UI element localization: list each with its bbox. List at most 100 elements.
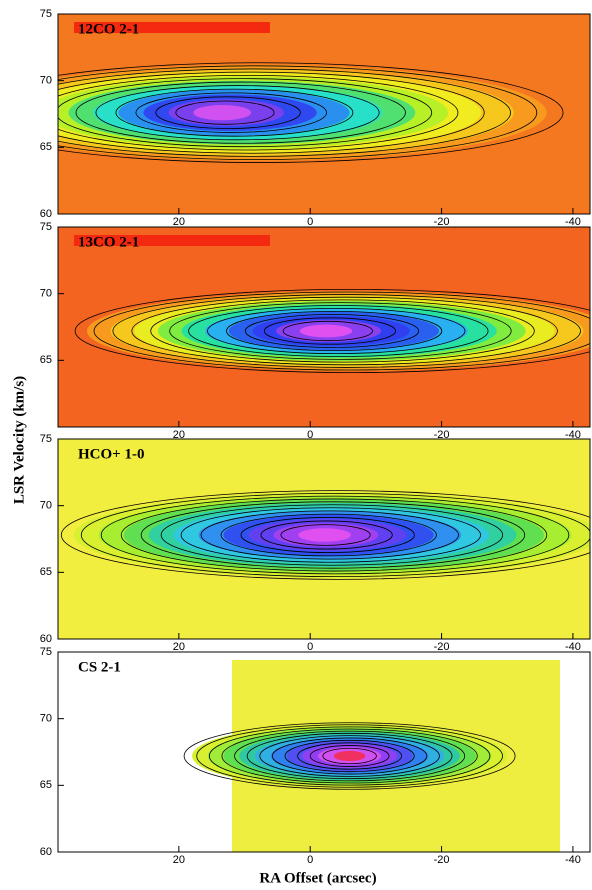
- panel: [58, 14, 590, 214]
- y-tick-label: 75: [40, 221, 52, 233]
- y-tick-label: 75: [40, 646, 52, 658]
- x-tick-label: -20: [434, 429, 450, 441]
- contour: [60, 490, 590, 580]
- contour: [75, 81, 406, 144]
- contour: [155, 96, 301, 129]
- y-tick-label: 60: [40, 846, 52, 858]
- contour: [309, 745, 390, 767]
- y-tick-label: 65: [40, 566, 52, 578]
- x-tick-label: -20: [434, 216, 450, 228]
- emission-region: [299, 324, 353, 338]
- x-tick-label: 0: [307, 429, 313, 441]
- contour: [200, 510, 459, 560]
- contour: [260, 520, 393, 550]
- contour: [120, 498, 548, 572]
- y-tick-label: 65: [40, 354, 52, 366]
- y-tick-label: 65: [40, 141, 52, 153]
- emission-region: [333, 750, 366, 762]
- x-tick-label: -40: [565, 429, 581, 441]
- y-tick-label: 70: [40, 288, 52, 300]
- contour: [282, 320, 373, 342]
- contour: [183, 722, 516, 790]
- contour: [58, 62, 564, 163]
- contour: [244, 314, 420, 348]
- contour: [160, 504, 504, 566]
- y-axis-label: LSR Velocity (km/s): [11, 376, 27, 504]
- panel-title: 13CO 2-1: [78, 234, 139, 250]
- contour: [180, 507, 481, 563]
- emission-region: [298, 528, 351, 542]
- contour: [188, 305, 489, 357]
- x-axis-label: RA Offset (arcsec): [259, 870, 376, 886]
- x-tick-label: 20: [173, 854, 185, 866]
- x-tick-label: 0: [307, 216, 313, 228]
- contour: [131, 296, 558, 366]
- panel-frame: [57, 226, 591, 428]
- contour: [58, 78, 433, 148]
- contour: [58, 65, 538, 160]
- label-bar: [74, 22, 270, 33]
- y-tick-label: 60: [40, 633, 52, 645]
- x-tick-label: -40: [565, 216, 581, 228]
- contour: [58, 74, 459, 151]
- panel-title: 12CO 2-1: [78, 21, 139, 37]
- y-tick-label: 75: [40, 433, 52, 445]
- contour: [284, 739, 415, 773]
- contour: [259, 735, 440, 777]
- contour: [93, 291, 590, 371]
- y-tick-label: 75: [40, 8, 52, 20]
- panel-frame: [57, 438, 591, 640]
- x-tick-label: 0: [307, 854, 313, 866]
- contour: [271, 737, 428, 775]
- x-tick-label: 20: [173, 641, 185, 653]
- contour: [175, 100, 275, 125]
- y-tick-label: 60: [40, 208, 52, 220]
- emission-region: [193, 105, 252, 121]
- contour: [322, 747, 377, 765]
- panel-frame: [57, 651, 591, 853]
- y-tick-label: 70: [40, 75, 52, 87]
- contour: [95, 85, 380, 141]
- contour: [220, 513, 437, 557]
- contour: [74, 289, 590, 373]
- contour: [207, 307, 466, 355]
- contour: [140, 501, 526, 569]
- contour: [135, 92, 328, 133]
- contour: [280, 524, 371, 546]
- x-tick-label: -20: [434, 641, 450, 653]
- contour: [80, 492, 590, 578]
- contour: [112, 294, 581, 368]
- contour: [150, 299, 535, 363]
- contour: [58, 71, 485, 154]
- contour: [196, 724, 503, 788]
- contour: [100, 495, 570, 575]
- contour: [263, 317, 396, 345]
- x-tick-label: -20: [434, 854, 450, 866]
- contour: [221, 728, 478, 784]
- y-tick-label: 65: [40, 779, 52, 791]
- contour: [169, 302, 512, 360]
- panel-title: CS 2-1: [78, 659, 121, 675]
- x-tick-label: 20: [173, 216, 185, 228]
- contour: [246, 732, 453, 780]
- contour: [234, 730, 466, 782]
- contour: [226, 310, 443, 352]
- x-tick-label: -40: [565, 854, 581, 866]
- y-tick-label: 70: [40, 500, 52, 512]
- contour: [208, 726, 491, 786]
- x-tick-label: 20: [173, 429, 185, 441]
- panel: [58, 227, 590, 427]
- label-bar: [74, 235, 270, 246]
- panel-frame: [57, 13, 591, 215]
- x-tick-label: -40: [565, 641, 581, 653]
- x-tick-label: 0: [307, 641, 313, 653]
- contour: [240, 517, 415, 553]
- panel: [58, 439, 590, 639]
- contour: [115, 88, 354, 137]
- y-tick-label: 70: [40, 713, 52, 725]
- panel: [58, 652, 590, 852]
- contour: [58, 68, 511, 157]
- panel-title: HCO+ 1-0: [78, 446, 144, 462]
